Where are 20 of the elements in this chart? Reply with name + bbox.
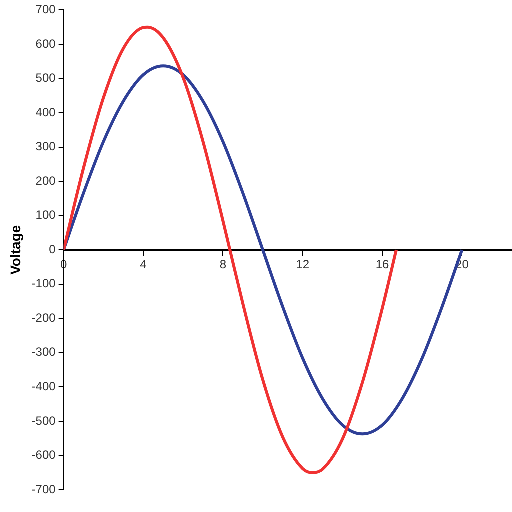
- y-axis-title: Voltage: [7, 225, 24, 275]
- y-tick-label: 700: [36, 2, 56, 17]
- y-tick-label: -200: [32, 310, 56, 325]
- y-tick-label: 600: [36, 36, 56, 51]
- y-tick-label: 200: [36, 174, 56, 188]
- x-tick-label: 8: [220, 258, 227, 272]
- y-tick-label: 400: [36, 105, 56, 120]
- x-tick-label: 4: [140, 258, 148, 272]
- y-tick-label: -400: [32, 380, 56, 394]
- x-tick-label: 16: [376, 258, 390, 272]
- y-tick-label: 300: [36, 140, 56, 154]
- y-tick-label: -300: [32, 345, 56, 360]
- y-tick-label: -500: [32, 414, 56, 428]
- y-tick-label: 0: [49, 242, 56, 256]
- y-tick-label: -100: [32, 276, 56, 291]
- y-tick-label: 500: [36, 71, 56, 86]
- y-tick-label: -700: [32, 482, 56, 496]
- y-tick-label: -600: [32, 448, 56, 462]
- x-tick-label: 12: [296, 258, 310, 272]
- y-tick-label: 100: [36, 208, 56, 222]
